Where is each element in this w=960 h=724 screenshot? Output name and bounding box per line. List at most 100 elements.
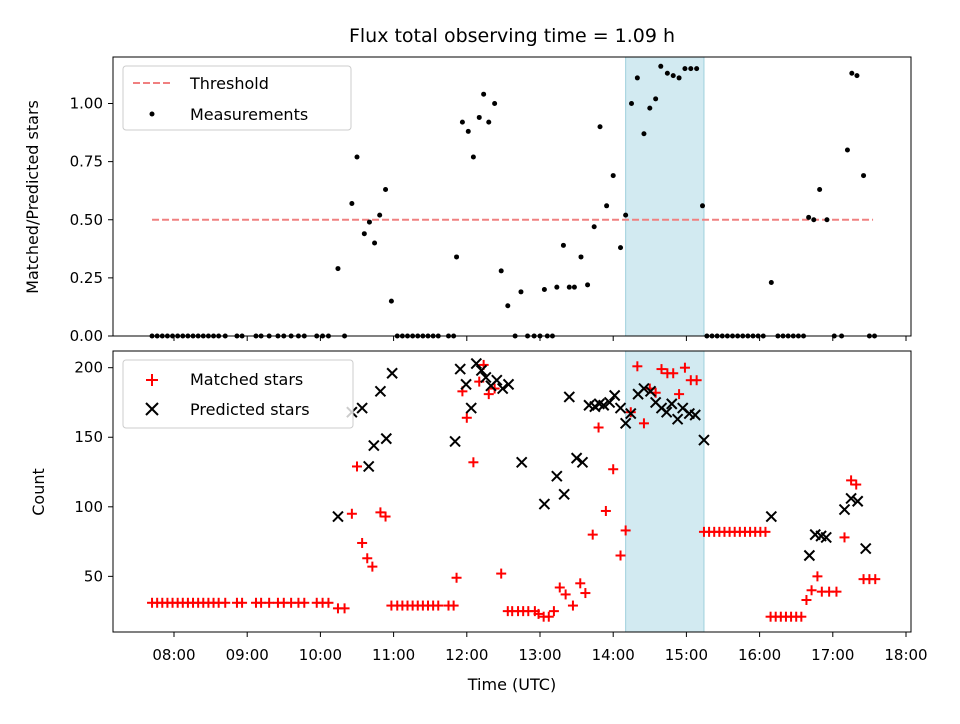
chart-title: Flux total observing time = 1.09 h bbox=[349, 25, 675, 47]
predicted-star-point bbox=[860, 542, 872, 555]
matched-star-point bbox=[299, 597, 310, 608]
measurement-point bbox=[618, 245, 624, 251]
measurement-point bbox=[604, 203, 610, 209]
top-observing-span bbox=[625, 56, 705, 337]
matched-star-point bbox=[560, 589, 571, 600]
measurement-point bbox=[372, 240, 378, 246]
measurement-point bbox=[817, 187, 823, 193]
x-axis-label: Time (UTC) bbox=[467, 675, 556, 694]
measurement-point bbox=[688, 66, 694, 72]
measurement-point bbox=[476, 114, 482, 120]
matched-star-point bbox=[638, 418, 649, 429]
x-tick-label: 17:00 bbox=[811, 646, 854, 664]
matched-star-point bbox=[608, 464, 619, 475]
predicted-star-point bbox=[470, 357, 483, 370]
measurement-point bbox=[498, 268, 504, 274]
matched-star-point bbox=[496, 568, 507, 579]
predicted-star-point bbox=[625, 407, 637, 420]
matched-star-point bbox=[656, 364, 667, 375]
measurement-point bbox=[454, 254, 460, 260]
matched-star-point bbox=[237, 597, 248, 608]
measurement-point bbox=[459, 119, 465, 125]
matched-star-point bbox=[575, 578, 586, 589]
matched-star-point bbox=[760, 526, 771, 537]
legend-predicted-label: Predicted stars bbox=[190, 400, 310, 419]
measurement-point bbox=[560, 242, 566, 248]
matched-star-point bbox=[587, 529, 598, 540]
matched-star-point bbox=[851, 479, 862, 490]
measurement-point bbox=[700, 203, 706, 209]
measurement-point bbox=[578, 254, 584, 260]
matched-star-point bbox=[433, 600, 444, 611]
x-tick-label: 09:00 bbox=[226, 646, 269, 664]
measurement-point bbox=[623, 212, 629, 218]
predicted-star-point bbox=[454, 363, 466, 375]
measurement-point bbox=[465, 128, 471, 134]
measurement-point bbox=[554, 284, 560, 290]
top-y-axis-label: Matched/Predicted stars bbox=[23, 100, 42, 294]
top-legend-box bbox=[122, 65, 352, 131]
measurement-point bbox=[566, 284, 572, 290]
matched-star-point bbox=[554, 582, 565, 593]
matched-star-point bbox=[448, 600, 459, 611]
measurement-point bbox=[670, 73, 676, 79]
matched-star-point bbox=[380, 511, 391, 522]
matched-star-point bbox=[674, 389, 685, 400]
bottom-y-tick-label: 200 bbox=[74, 359, 103, 377]
matched-star-point bbox=[323, 597, 334, 608]
predicted-star-point bbox=[838, 503, 851, 516]
predicted-star-point bbox=[608, 389, 621, 402]
matched-star-point bbox=[600, 505, 611, 516]
measurement-point bbox=[335, 266, 341, 272]
matched-star-point bbox=[839, 532, 850, 543]
predicted-star-point bbox=[374, 385, 387, 398]
top-y-tick-label: 0.25 bbox=[70, 269, 103, 287]
measurement-point bbox=[388, 298, 394, 304]
top-x-ticks bbox=[173, 336, 907, 341]
matched-star-point bbox=[632, 361, 643, 372]
measurement-point bbox=[854, 73, 860, 79]
bottom-points-layer bbox=[147, 357, 881, 622]
predicted-star-point bbox=[460, 378, 472, 391]
top-points-layer bbox=[149, 63, 878, 339]
predicted-star-point bbox=[765, 510, 778, 523]
top-y-tick-label: 1.00 bbox=[70, 95, 103, 113]
x-tick-label: 18:00 bbox=[884, 646, 927, 664]
predicted-star-point bbox=[689, 409, 701, 421]
matched-star-point bbox=[615, 550, 626, 561]
predicted-star-point bbox=[475, 364, 488, 377]
predicted-star-point bbox=[356, 402, 368, 414]
matched-star-point bbox=[451, 572, 462, 583]
matched-star-point bbox=[812, 571, 823, 582]
measurement-point bbox=[824, 217, 830, 223]
x-tick-label: 14:00 bbox=[592, 646, 635, 664]
measurement-point bbox=[349, 200, 355, 206]
predicted-star-point bbox=[558, 488, 570, 500]
matched-star-point bbox=[483, 389, 494, 400]
measurement-point bbox=[647, 105, 653, 111]
bottom-y-axis-label: Count bbox=[29, 468, 48, 516]
bottom-y-tick-label: 50 bbox=[84, 567, 103, 585]
measurement-point bbox=[571, 284, 577, 290]
predicted-star-point bbox=[551, 470, 563, 482]
legend-measurements-label: Measurements bbox=[190, 105, 308, 124]
measurement-point bbox=[694, 66, 700, 72]
predicted-star-point bbox=[638, 382, 650, 395]
predicted-star-point bbox=[496, 382, 509, 395]
predicted-star-point bbox=[576, 456, 589, 468]
measurement-point bbox=[591, 224, 597, 230]
matched-star-point bbox=[264, 597, 275, 608]
matched-star-point bbox=[806, 585, 817, 596]
measurement-point bbox=[806, 214, 812, 220]
predicted-star-point bbox=[820, 531, 832, 544]
measurement-point bbox=[844, 147, 850, 153]
predicted-star-point bbox=[465, 402, 477, 414]
measurement-point bbox=[585, 282, 591, 288]
matched-star-point bbox=[543, 611, 554, 622]
predicted-star-point bbox=[660, 406, 673, 418]
measurement-point bbox=[811, 217, 817, 223]
bottom-x-ticks: 08:00 09:00 10:00 11:00 12:00 13:00 14:00 15:00… bbox=[152, 632, 928, 664]
x-tick-label: 10:00 bbox=[299, 646, 342, 664]
top-plot-frame bbox=[112, 56, 912, 337]
measurement-point bbox=[470, 154, 476, 160]
